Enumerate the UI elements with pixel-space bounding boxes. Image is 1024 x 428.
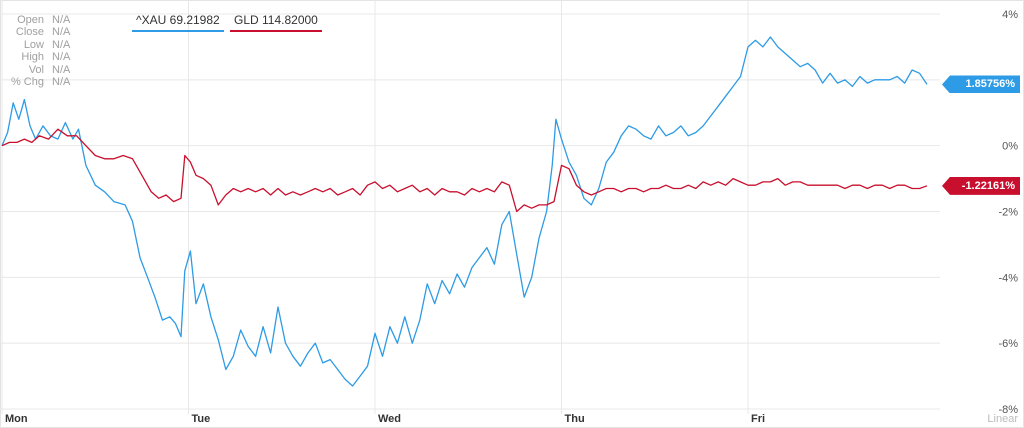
info-label: % Chg xyxy=(10,76,44,89)
y-tick-label: -2% xyxy=(998,207,1018,219)
info-label: Low xyxy=(23,38,44,51)
info-row-pct-chg: % Chg N/A xyxy=(4,76,70,88)
legend-item-xau[interactable]: ^XAU 69.21982 xyxy=(130,10,226,32)
series-line-gld xyxy=(1,128,928,213)
legend-color-line xyxy=(132,30,224,32)
y-tick-label: 0% xyxy=(1002,141,1018,153)
legend-label: ^XAU 69.21982 xyxy=(136,13,220,27)
info-label: Close xyxy=(15,26,44,39)
x-tick-label: Thu xyxy=(565,413,585,425)
legend-color-line xyxy=(230,30,322,32)
x-tick-label: Wed xyxy=(378,413,401,425)
x-tick-label: Mon xyxy=(5,413,28,425)
info-label: Vol xyxy=(28,63,44,76)
y-tick-label: 4% xyxy=(1002,9,1018,21)
info-row-close: Close N/A xyxy=(4,26,70,38)
info-value: N/A xyxy=(52,26,71,39)
legend-label: GLD 114.82000 xyxy=(234,13,318,27)
tag-label: -1.22161% xyxy=(961,179,1015,192)
series-line-xau xyxy=(1,36,928,387)
info-row-vol: Vol N/A xyxy=(4,63,71,76)
info-label: High xyxy=(21,51,44,64)
y-tick-label: -6% xyxy=(998,338,1018,350)
x-tick-label: Tue xyxy=(192,413,211,425)
info-value: N/A xyxy=(52,76,71,89)
info-row-high: High N/A xyxy=(4,51,70,63)
legend-item-gld[interactable]: GLD 114.82000 xyxy=(228,10,324,32)
scale-label: Linear xyxy=(987,413,1018,425)
info-value: N/A xyxy=(52,63,71,76)
y-tick-label: -8% xyxy=(998,404,1018,416)
y-tick-label: -4% xyxy=(998,272,1018,284)
ohlc-info-panel: Open N/A Close N/A Low N/A High N/A Vol N/A %… xyxy=(4,14,70,88)
info-value: N/A xyxy=(52,14,71,26)
info-value: N/A xyxy=(52,38,71,51)
x-tick-label: Fri xyxy=(751,413,765,425)
last-value-tag-gld: -1.22161% xyxy=(942,176,1020,195)
last-value-tag-xau: 1.85756% xyxy=(942,75,1020,94)
info-row-low: Low N/A xyxy=(4,38,71,51)
info-label: Open xyxy=(17,14,44,26)
info-row-open: Open N/A xyxy=(4,14,70,26)
tag-label: 1.85756% xyxy=(965,78,1015,91)
info-value: N/A xyxy=(52,51,71,64)
